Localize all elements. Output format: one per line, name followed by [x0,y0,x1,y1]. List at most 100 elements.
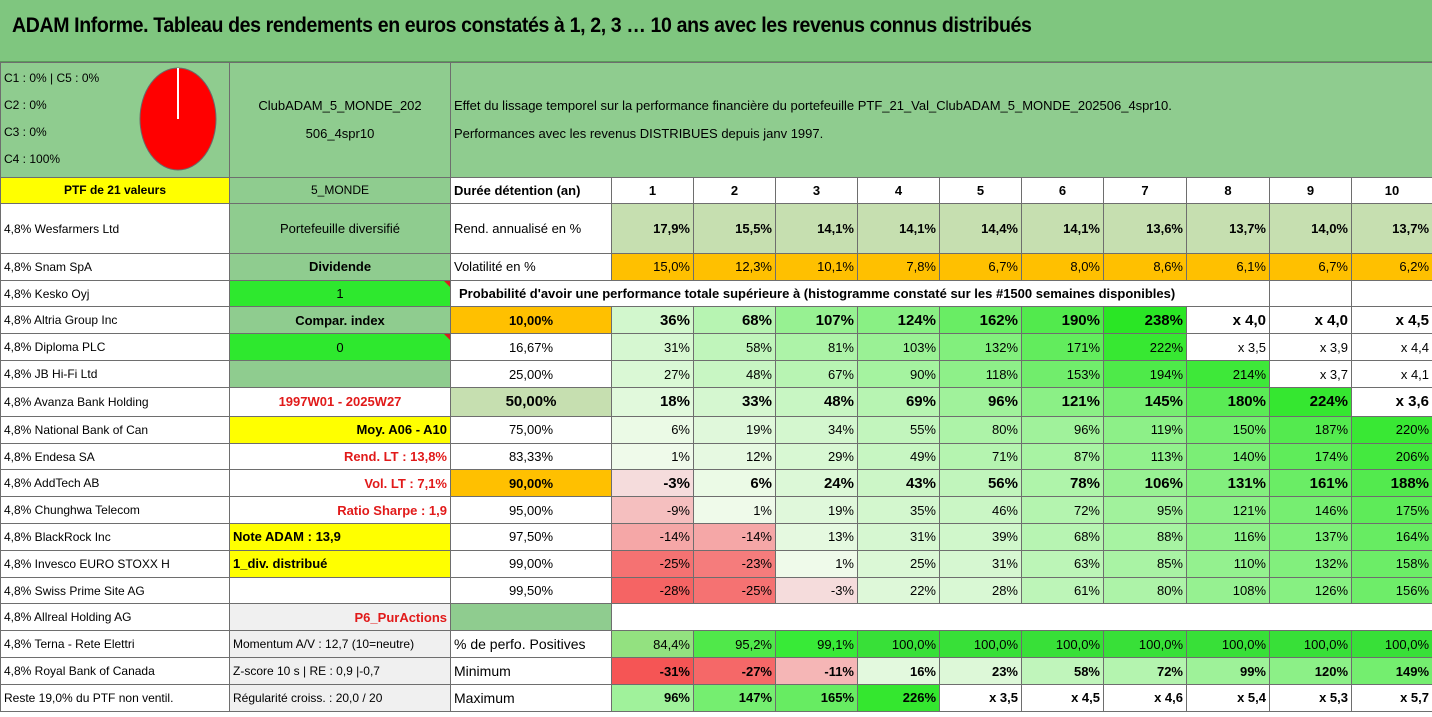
quantile-value: 12% [693,442,776,471]
quantile-value: 63% [1021,549,1104,578]
quantile-value: 190% [1021,306,1104,335]
legend-item: C1 : 0% | C5 : 0% [4,71,100,85]
year-header: 5 [939,176,1022,205]
quantile-value: 156% [1350,576,1432,605]
positives-label: % de perfo. Positives [450,630,612,659]
year-header: 7 [1103,176,1187,205]
holding-name: 4,8% BlackRock Inc [0,523,230,551]
quantile-value: -14% [693,523,776,551]
rend-value: 13,7% [1186,203,1270,254]
quantile-value: 58% [693,333,776,362]
maximum-value: 96% [611,683,694,713]
maximum-value: 165% [775,683,858,713]
quantile-prob: 99,00% [450,549,612,578]
rend-value: 14,1% [857,203,940,254]
quantile-value: 69% [857,386,940,417]
quantile-value: x 3,6 [1350,386,1432,417]
table-row: Reste 19,0% du PTF non ventil. Régularité… [0,683,1432,713]
year-header: 9 [1269,176,1352,205]
quantile-value: 35% [857,496,940,525]
sharpe-ratio: Ratio Sharpe : 1,9 [229,496,451,525]
quantile-value: 107% [775,306,858,335]
quantile-value: 24% [775,469,858,498]
zscore-label: Z-score 10 s | RE : 0,9 |-0,7 [229,657,451,685]
legend-item: C2 : 0% [4,98,47,112]
holding-name: 4,8% Diploma PLC [0,333,230,362]
year-header: 10 [1350,176,1432,205]
quantile-value: 118% [939,360,1022,388]
quantile-value: 13% [775,523,858,551]
minimum-value: 72% [1103,657,1187,685]
quantile-value: 171% [1021,333,1104,362]
regularite-label: Régularité croiss. : 20,0 / 20 [229,683,451,713]
quantile-value: 80% [939,415,1022,444]
positives-value: 100,0% [1021,630,1104,659]
holding-name: 4,8% Kesko Oyj [0,279,230,308]
holding-name: 4,8% Swiss Prime Site AG [0,576,230,605]
rend-value: 14,1% [1021,203,1104,254]
quantile-value: -23% [693,549,776,578]
vol-lt: Vol. LT : 7,1% [229,469,451,498]
quantile-value: 158% [1350,549,1432,578]
year-header: 2 [693,176,776,205]
quantile-value: 174% [1269,442,1352,471]
quantile-value: 162% [939,306,1022,335]
vol-value: 6,7% [1269,252,1352,281]
minimum-value: -31% [611,657,694,685]
quantile-value: 110% [1186,549,1270,578]
quantile-value: 1% [775,549,858,578]
quantile-value: -3% [775,576,858,605]
adam-note: Note ADAM : 13,9 [229,523,451,551]
year-header: 3 [775,176,858,205]
quantile-value: 49% [857,442,940,471]
quantile-value: 103% [857,333,940,362]
quantile-value: 121% [1186,496,1270,525]
holding-name: 4,8% Wesfarmers Ltd [0,203,230,254]
holding-name: 4,8% Avanza Bank Holding [0,386,230,417]
quantile-value: 113% [1103,442,1187,471]
minimum-value: 23% [939,657,1022,685]
quantile-value: 68% [693,306,776,335]
year-header: 4 [857,176,940,205]
positives-value: 99,1% [775,630,858,659]
maximum-value: x 5,3 [1269,683,1352,713]
rend-label: Rend. annualisé en % [450,203,612,254]
quantile-value: 187% [1269,415,1352,444]
quantile-value: 29% [775,442,858,471]
table-row: 4,8% AddTech AB Vol. LT : 7,1% 90,00% -3% 6%… [0,469,1432,498]
club-name-line2: 506_4spr10 [305,125,375,141]
quantile-value: 214% [1186,360,1270,388]
vol-value: 6,2% [1350,252,1432,281]
dividend-count: 1_div. distribué [229,549,451,578]
quantile-prob: 83,33% [450,442,612,471]
quantile-value: -25% [611,549,694,578]
allocation-legend: C1 : 0% | C5 : 0% C2 : 0% C3 : 0% C4 : 1… [4,65,99,173]
table-row: 4,8% Chunghwa Telecom Ratio Sharpe : 1,9 9… [0,496,1432,525]
positives-value: 100,0% [1269,630,1352,659]
quantile-value: 72% [1021,496,1104,525]
quantile-value: 39% [939,523,1022,551]
minimum-value: 149% [1350,657,1432,685]
legend-item: C4 : 100% [4,152,61,166]
quantile-value: 48% [775,386,858,417]
quantile-value: 137% [1269,523,1352,551]
club-name-line1: ClubADAM_5_MONDE_202 [258,97,422,113]
quantile-value: 31% [611,333,694,362]
quantile-value: 131% [1186,469,1270,498]
maximum-value: x 4,6 [1103,683,1187,713]
allocation-legend-cell: C1 : 0% | C5 : 0% C2 : 0% C3 : 0% C4 : 1… [0,62,230,178]
vol-value: 6,1% [1186,252,1270,281]
quantile-value: 36% [611,306,694,335]
quantile-value: 33% [693,386,776,417]
quantile-value: 87% [1021,442,1104,471]
table-row: 4,8% BlackRock Inc Note ADAM : 13,9 97,50%… [0,523,1432,551]
table-row: 4,8% Diploma PLC 0 16,67% 31% 58% 81% 103% 132%… [0,333,1432,362]
rend-value: 15,5% [693,203,776,254]
quantile-value: 145% [1103,386,1187,417]
quantile-value: 6% [693,469,776,498]
quantile-prob: 50,00% [450,386,612,417]
quantile-value: -14% [611,523,694,551]
empty-cell [612,604,1432,631]
period-label: 1997W01 - 2025W27 [229,386,451,417]
